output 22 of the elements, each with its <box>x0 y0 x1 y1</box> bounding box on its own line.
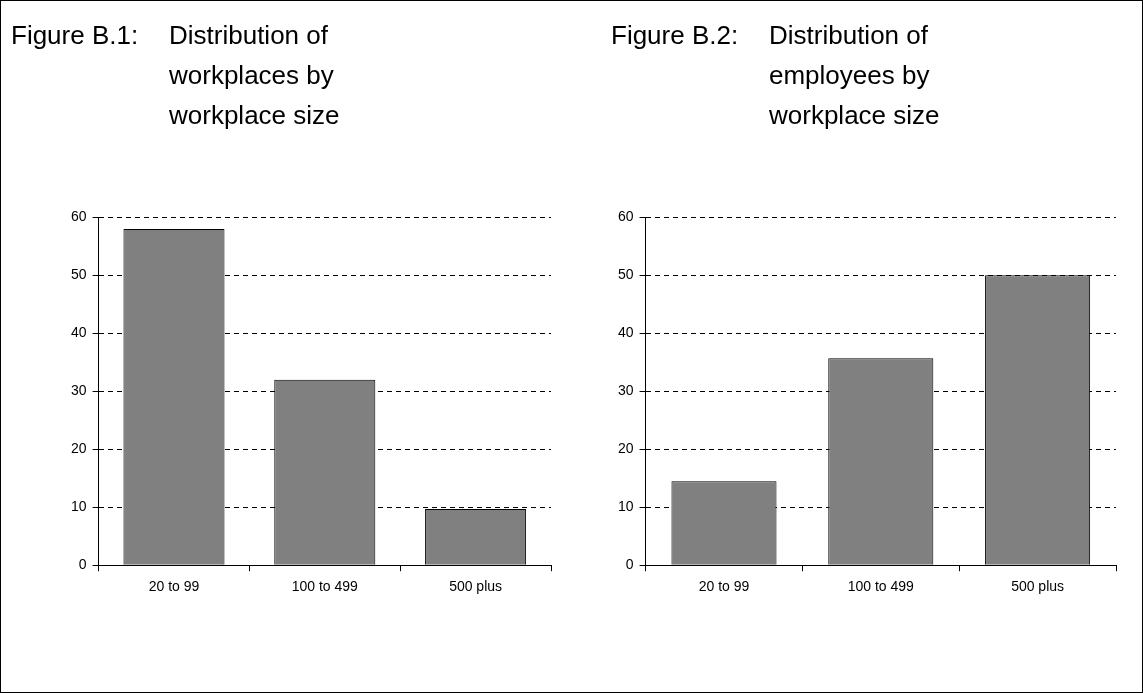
y-tick-label: 60 <box>617 208 634 225</box>
chart-title: Figure B.2: Distribution of employees by workplace size <box>611 19 941 132</box>
x-tick-label: 100 to 499 <box>291 578 359 595</box>
y-tick-label: 40 <box>617 324 634 341</box>
x-tick-label: 100 to 499 <box>847 578 915 595</box>
y-tick-label: 30 <box>617 382 634 399</box>
y-tick-label: 20 <box>70 440 87 457</box>
x-tick-label: 20 to 99 <box>148 578 200 595</box>
y-tick-label: 40 <box>70 324 87 341</box>
y-tick-label: 0 <box>625 556 634 573</box>
y-tick-label: 10 <box>617 498 634 515</box>
y-tick-label: 10 <box>70 498 87 515</box>
y-tick-label: 0 <box>78 556 87 573</box>
y-tick-label: 30 <box>70 382 87 399</box>
x-tick-label: 500 plus <box>1011 578 1065 595</box>
chart-title: Figure B.1: Distribution of workplaces by workplace size <box>11 19 341 132</box>
y-tick-label: 50 <box>70 266 87 283</box>
y-tick-label: 50 <box>617 266 634 283</box>
x-tick-label: 500 plus <box>449 578 503 595</box>
y-tick-label: 60 <box>70 208 87 225</box>
x-tick-label: 20 to 99 <box>698 578 750 595</box>
y-tick-label: 20 <box>617 440 634 457</box>
